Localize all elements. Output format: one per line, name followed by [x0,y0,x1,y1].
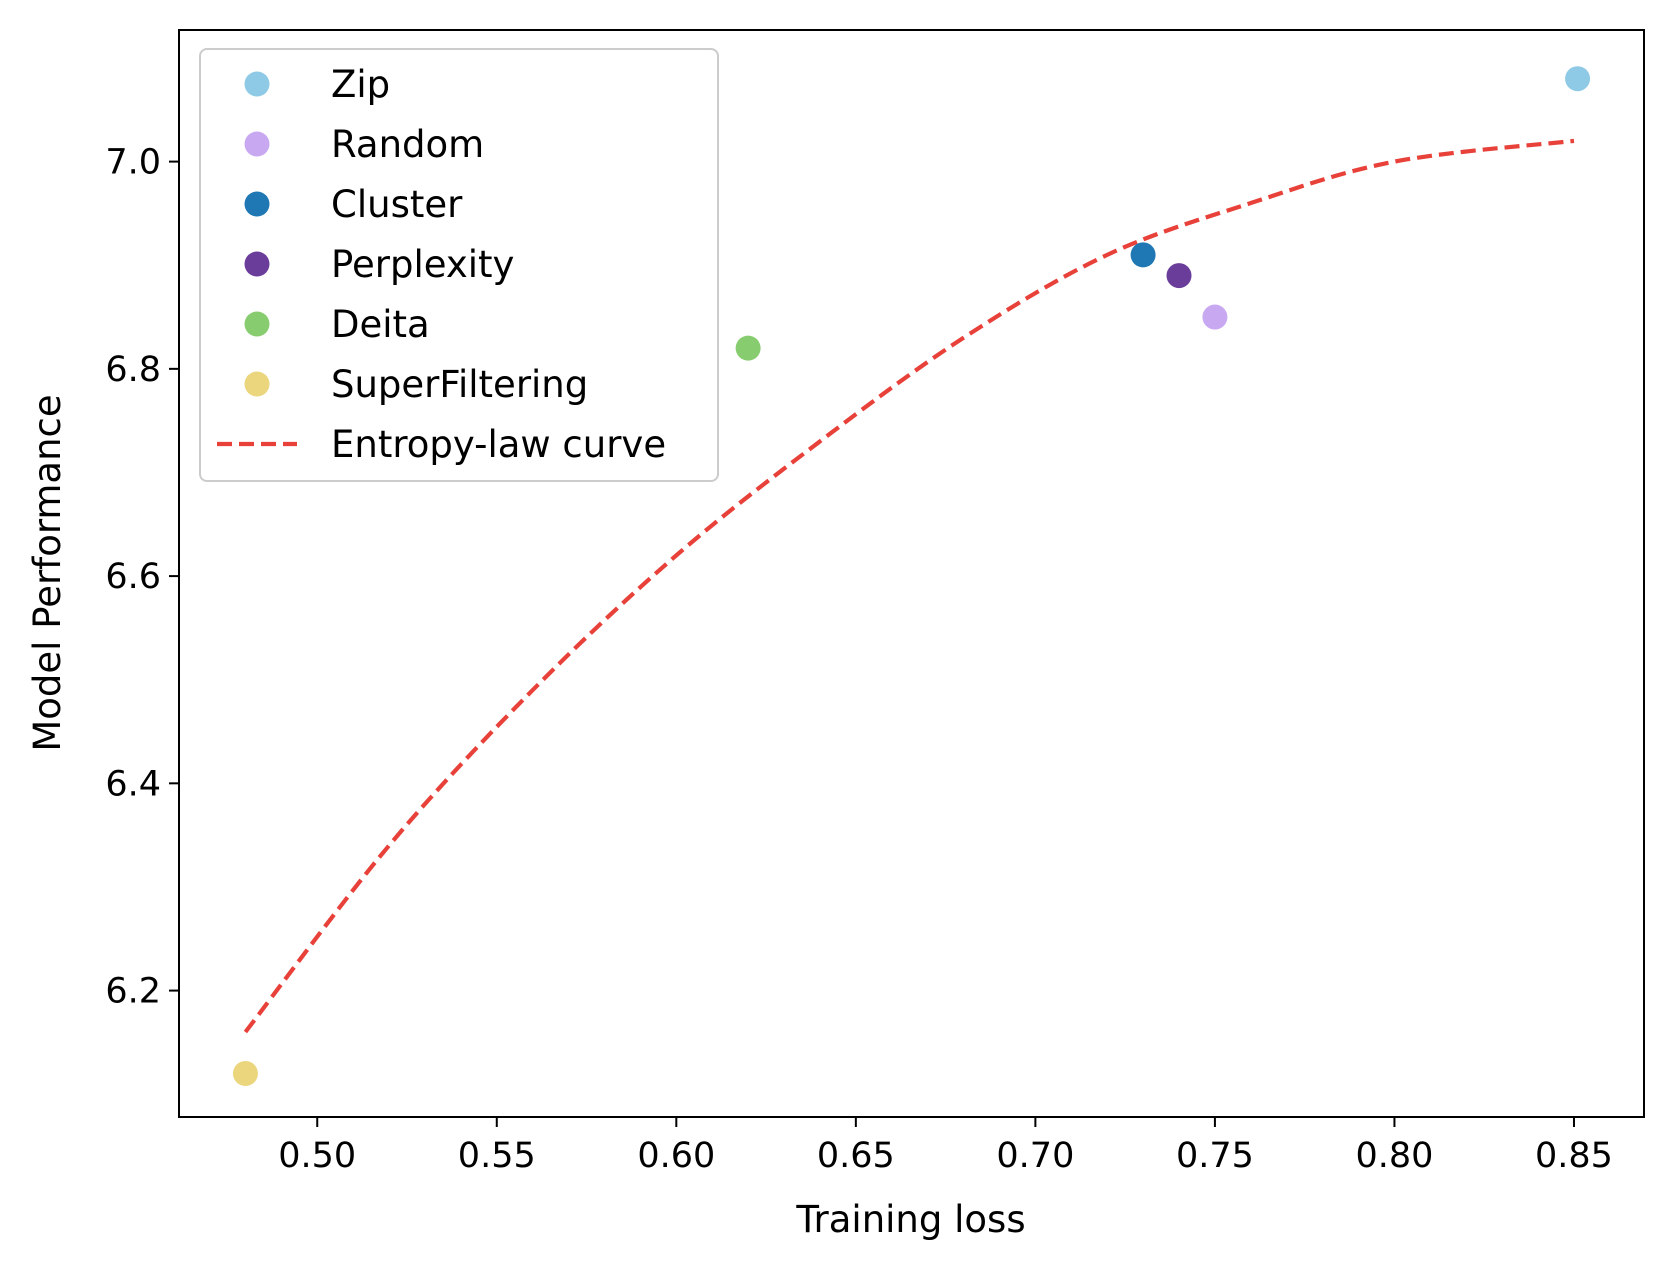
legend-marker-cluster [244,191,270,217]
x-tick-label: 0.75 [1176,1136,1254,1176]
point-perplexity [1166,263,1192,289]
legend: Zip Random Cluster Perplexity Deita SuperFilt… [199,48,719,482]
x-tick-label: 0.55 [458,1136,536,1176]
y-tick-label: 7.0 [105,143,161,183]
legend-marker-zip [244,71,270,97]
x-tick-label: 0.50 [278,1136,356,1176]
x-tick-label: 0.65 [817,1136,895,1176]
y-axis-title: Model Performance [26,394,69,751]
x-tick-label: 0.80 [1355,1136,1433,1176]
entropy-law-curve [243,138,1575,1034]
point-superfiltering [232,1060,258,1086]
point-cluster [1130,242,1156,268]
x-axis-title: Training loss [795,1198,1025,1241]
x-tick-label: 0.70 [996,1136,1074,1176]
legend-marker-random [244,131,270,157]
y-axis-ticks: 6.2 6.4 6.6 6.8 7.0 [105,143,179,1012]
legend-marker-deita [244,311,270,337]
point-random [1202,304,1228,330]
legend-marker-perplexity [244,251,270,277]
legend-label-cluster: Cluster [331,183,463,226]
legend-items: Zip Random Cluster Perplexity Deita SuperFilt… [217,63,666,466]
legend-box [199,48,719,482]
legend-marker-superfiltering [244,371,270,397]
legend-label-deita: Deita [331,303,430,346]
legend-label-entropy-law-curve: Entropy-law curve [331,423,666,466]
point-deita [735,335,761,361]
x-tick-label: 0.85 [1535,1136,1613,1176]
y-tick-label: 6.2 [105,972,161,1012]
legend-label-perplexity: Perplexity [331,243,514,286]
y-tick-label: 6.6 [105,557,161,597]
point-zip [1565,66,1591,92]
plot-frame [178,29,1645,1118]
legend-label-zip: Zip [331,63,390,106]
x-axis-ticks: 0.50 0.55 0.60 0.65 0.70 0.75 0.80 0.85 [278,1117,1613,1176]
y-tick-label: 6.4 [105,764,161,804]
y-tick-label: 6.8 [105,350,161,390]
x-tick-label: 0.60 [637,1136,715,1176]
points-layer [232,66,1591,1086]
legend-label-superfiltering: SuperFiltering [331,363,588,406]
curve-layer [243,138,1575,1034]
legend-label-random: Random [331,123,484,166]
